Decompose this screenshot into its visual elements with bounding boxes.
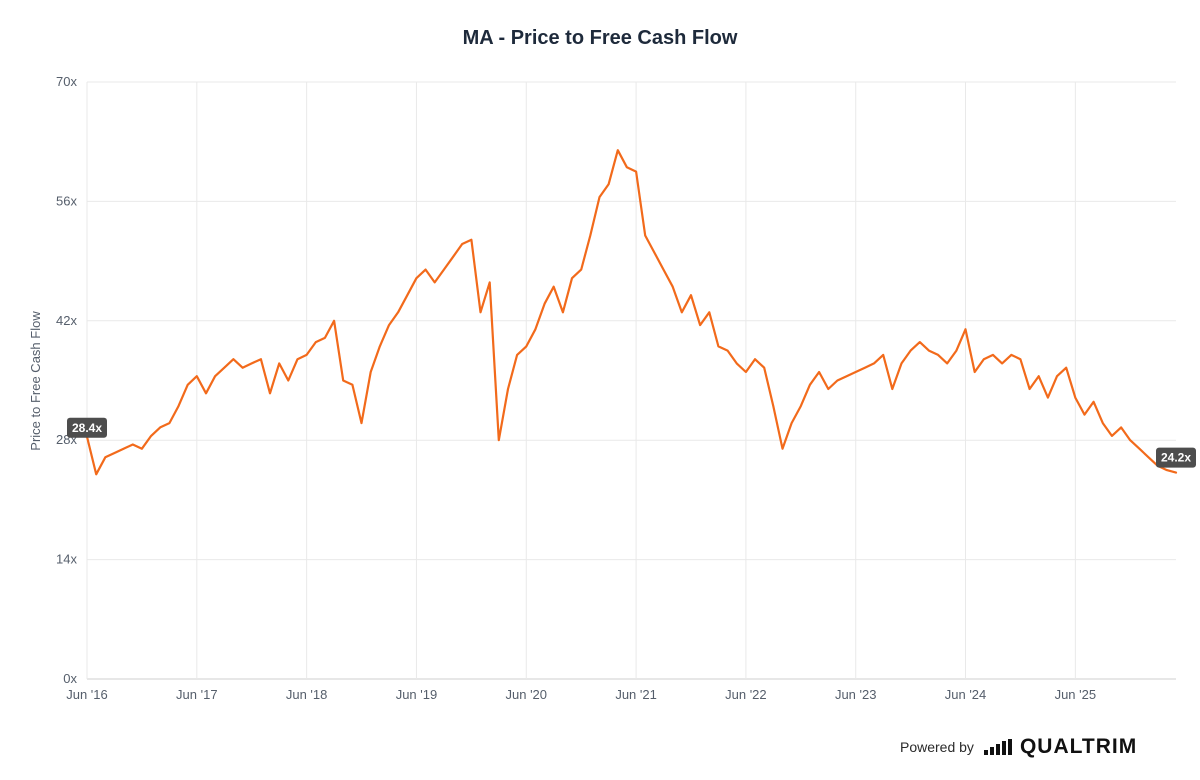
brand-name: QUALTRIM (1019, 735, 1138, 758)
powered-by-credit: Powered by QUALTRIM (900, 732, 1190, 762)
x-tick-label: Jun '18 (286, 687, 328, 702)
y-tick-label: 70x (56, 74, 77, 89)
x-tick-label: Jun '20 (506, 687, 548, 702)
y-tick-label: 56x (56, 193, 77, 208)
x-tick-label: Jun '23 (835, 687, 877, 702)
x-tick-label: Jun '17 (176, 687, 218, 702)
start-badge-background (67, 417, 107, 438)
x-tick-label: Jun '21 (615, 687, 657, 702)
x-tick-label: Jun '19 (396, 687, 438, 702)
y-tick-label: 42x (56, 313, 77, 328)
end-value-badge: 24.2x (1156, 447, 1196, 468)
end-badge-background (1156, 447, 1196, 468)
x-tick-label: Jun '22 (725, 687, 767, 702)
x-tick-label: Jun '25 (1055, 687, 1097, 702)
y-tick-label: 0x (63, 671, 77, 686)
chart-title: MA - Price to Free Cash Flow (463, 27, 738, 49)
end-value-label: 24.2x (1161, 451, 1191, 465)
y-axis-label: Price to Free Cash Flow (28, 311, 43, 451)
start-value-badge: 28.4x (67, 417, 107, 438)
x-tick-label: Jun '16 (66, 687, 108, 702)
powered-by-label: Powered by (900, 739, 974, 755)
bar-signal-icon (983, 739, 1014, 755)
price-to-fcf-chart: MA - Price to Free Cash Flow 0x14x28x42x… (28, 27, 1196, 702)
y-tick-label: 14x (56, 552, 77, 567)
series-line (85, 149, 1178, 476)
start-value-label: 28.4x (72, 421, 102, 435)
x-tick-label: Jun '24 (945, 687, 987, 702)
grid-lines (86, 81, 1176, 680)
x-axis-ticks: Jun '16 Jun '17 Jun '18 Jun '19 Jun '20 Jun '… (66, 687, 1096, 702)
